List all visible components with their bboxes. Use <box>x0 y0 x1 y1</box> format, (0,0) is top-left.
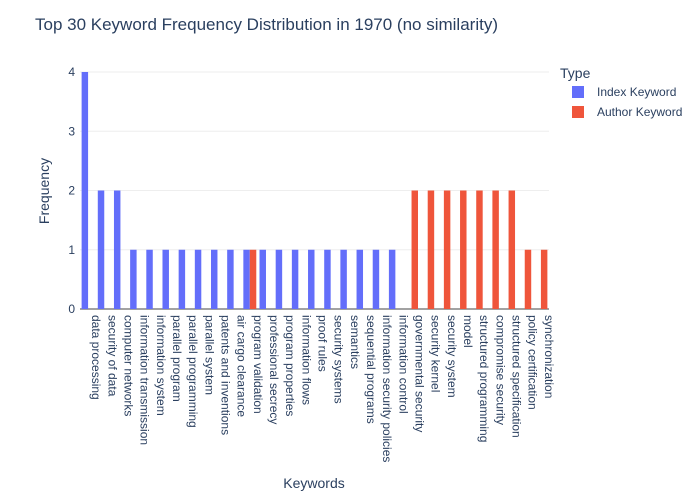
bar <box>97 190 105 309</box>
bar <box>130 249 137 309</box>
x-tick-label: parallel program <box>170 315 184 402</box>
bar <box>356 249 364 309</box>
x-tick-label: parallel system <box>202 315 216 395</box>
x-tick-label: information transmission <box>138 315 152 445</box>
bar <box>460 190 467 309</box>
y-tick-label: 3 <box>68 124 75 138</box>
x-tick-label: structured programming <box>477 315 491 442</box>
bar <box>340 249 347 309</box>
bar <box>291 249 299 309</box>
legend-label: Author Keyword <box>597 105 682 119</box>
bar <box>508 190 516 309</box>
x-tick-label: air cargo clearance <box>235 315 249 417</box>
x-tick-label: compromise security <box>493 315 507 425</box>
bar <box>210 249 218 309</box>
x-tick-label: information control <box>396 315 410 414</box>
chart-title: Top 30 Keyword Frequency Distribution in… <box>35 15 498 34</box>
x-tick-label: sequential programs <box>364 315 378 424</box>
y-axis-ticks: 0 1 2 3 4 <box>68 65 75 316</box>
bar <box>243 249 250 309</box>
y-tick-label: 2 <box>68 184 75 198</box>
bar <box>308 249 315 309</box>
bar <box>476 190 483 309</box>
bar <box>227 249 234 309</box>
legend-swatch <box>572 106 584 118</box>
gridlines <box>80 71 549 310</box>
x-tick-label: semantics <box>348 315 362 369</box>
x-tick-label: security of data <box>105 315 119 397</box>
bar <box>259 249 266 309</box>
y-axis-title: Frequency <box>36 158 52 224</box>
x-tick-label: program properties <box>283 315 297 416</box>
x-tick-label: security system <box>445 315 459 398</box>
x-tick-label: parallel programming <box>186 315 200 428</box>
bar <box>275 249 283 309</box>
x-tick-label: policy certification <box>526 315 540 410</box>
bar <box>411 190 419 309</box>
x-tick-label: professional secrecy <box>267 315 281 424</box>
x-tick-label: security kernel <box>429 315 443 392</box>
x-tick-label: information security policies <box>380 315 394 462</box>
x-tick-label: information flows <box>299 315 313 405</box>
x-tick-label: synchronization <box>542 315 556 398</box>
bar <box>194 249 202 309</box>
bar <box>162 249 169 309</box>
bar <box>427 190 435 309</box>
y-tick-label: 1 <box>68 243 75 257</box>
y-tick-label: 4 <box>68 65 75 79</box>
x-axis-ticks: data processing security of data computer … <box>89 315 556 462</box>
bar <box>443 190 451 309</box>
bar <box>540 249 548 309</box>
bar <box>524 249 532 309</box>
legend-label: Index Keyword <box>597 85 676 99</box>
bar <box>388 249 396 309</box>
x-tick-label: computer networks <box>121 315 135 416</box>
x-axis-title: Keywords <box>283 475 344 491</box>
x-tick-label: governmental security <box>413 315 427 432</box>
legend-swatch <box>572 86 584 98</box>
x-tick-label: patents and inventions <box>218 315 232 435</box>
bars <box>81 72 548 309</box>
x-tick-label: proof rules <box>316 315 330 372</box>
legend: Type Index Keyword Author Keyword <box>560 65 682 119</box>
bar <box>178 249 186 309</box>
bar <box>113 190 121 309</box>
legend-title: Type <box>560 65 591 81</box>
y-tick-label: 0 <box>68 302 75 316</box>
bar <box>324 249 331 309</box>
x-tick-label: information system <box>154 315 168 416</box>
bar <box>492 190 499 309</box>
x-tick-label: structured specification <box>510 315 524 438</box>
bar <box>249 249 257 309</box>
x-tick-label: program validation <box>251 315 265 414</box>
bar <box>146 249 153 309</box>
x-tick-label: security systems <box>332 315 346 404</box>
bar <box>81 72 89 309</box>
bar <box>372 249 380 309</box>
x-tick-label: model <box>461 315 475 348</box>
x-tick-label: data processing <box>89 315 103 400</box>
